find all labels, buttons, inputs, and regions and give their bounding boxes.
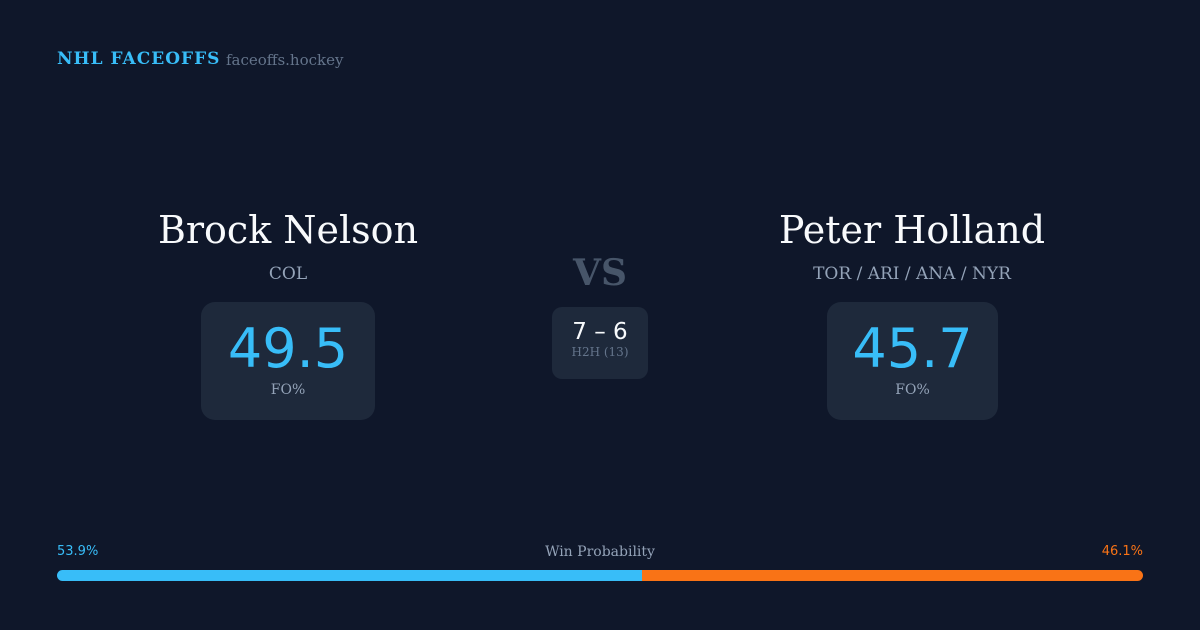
player1-prob-fill [57,570,643,581]
player2-name: Peter Holland [778,208,1046,252]
h2h-score: 7 – 6 [572,319,628,345]
player2-prob-fill [642,570,1143,581]
player1-win-prob: 53.9% [57,544,99,559]
player1-fo-card: 49.5 FO% [201,302,375,420]
player1-team: COL [268,264,308,284]
brand-title: NHL FACEOFFS [57,49,221,69]
h2h-label: H2H (13) [571,345,629,359]
win-prob-label: Win Probability [545,544,655,560]
player1-fo-pct: 49.5 [227,317,349,380]
h2h-card: 7 – 6 H2H (13) [552,307,648,379]
player1-name: Brock Nelson [157,208,419,252]
win-prob-bar [57,570,1143,581]
player2-win-prob: 46.1% [1101,544,1143,559]
vs-label: VS [573,252,627,294]
player2-team: TOR / ARI / ANA / NYR [813,264,1011,284]
player2-fo-card: 45.7 FO% [827,302,998,420]
player2-fo-label: FO% [895,382,930,398]
player1-fo-label: FO% [270,382,306,398]
site-name: faceoffs.hockey [226,51,344,69]
player2-fo-pct: 45.7 [852,317,973,380]
